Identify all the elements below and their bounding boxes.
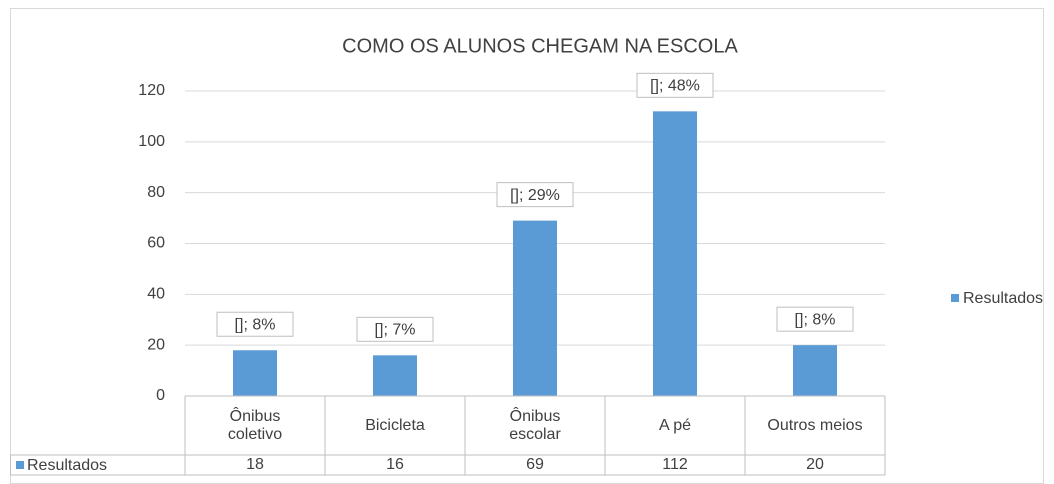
data-label: []; 29% (510, 187, 560, 204)
data-label-box (356, 316, 434, 342)
value-cell: 16 (325, 455, 465, 475)
y-tick-label: 40 (147, 286, 165, 303)
data-label: []; 8% (235, 316, 276, 333)
value-cell: 20 (745, 455, 885, 475)
bar (653, 111, 697, 396)
category-cell: Ônibus escolar (465, 396, 605, 455)
data-label: []; 8% (795, 311, 836, 328)
value-cell: 69 (465, 455, 605, 475)
category-cell: Outros meios (745, 396, 885, 455)
value-cell-text: 16 (386, 456, 404, 473)
value-cell-text: 20 (806, 456, 824, 473)
bar (373, 355, 417, 396)
category-cell-text: Outros meios (767, 416, 863, 434)
bar (793, 345, 837, 396)
value-cell-text: 112 (662, 456, 688, 473)
category-cell-text: Ônibus escolar (509, 407, 561, 443)
bar (233, 350, 277, 396)
table-legend-key (16, 461, 24, 469)
data-label-box (636, 72, 714, 98)
category-cell-text: A pé (658, 416, 692, 434)
value-cell-text: 69 (526, 456, 544, 473)
category-cell: Bicicleta (325, 396, 465, 455)
y-tick-label: 80 (147, 184, 165, 201)
data-label-box (776, 306, 854, 332)
chart-title: COMO OS ALUNOS CHEGAM NA ESCOLA (342, 35, 738, 57)
category-cell-text: Bicicleta (365, 416, 425, 434)
bar (513, 220, 557, 396)
y-tick-label: 100 (138, 133, 165, 150)
y-tick-label: 20 (147, 336, 165, 353)
value-cell-text: 18 (246, 456, 264, 473)
y-tick-label: 60 (147, 235, 165, 252)
value-cell: 112 (605, 455, 745, 475)
category-cell-text: Ônibus coletivo (227, 407, 283, 443)
value-cell: 18 (185, 455, 325, 475)
table-series-name: Resultados (27, 457, 107, 474)
data-label-box (216, 311, 294, 337)
y-tick-label: 120 (138, 82, 165, 99)
data-label: []; 7% (375, 322, 416, 339)
data-label-box (496, 182, 574, 208)
data-label: []; 48% (650, 78, 700, 95)
category-cell: Ônibus coletivo (185, 396, 325, 455)
y-tick-label: 0 (156, 387, 165, 404)
legend-key (951, 294, 959, 302)
category-cell: A pé (605, 396, 745, 455)
legend-label: Resultados (963, 290, 1043, 307)
